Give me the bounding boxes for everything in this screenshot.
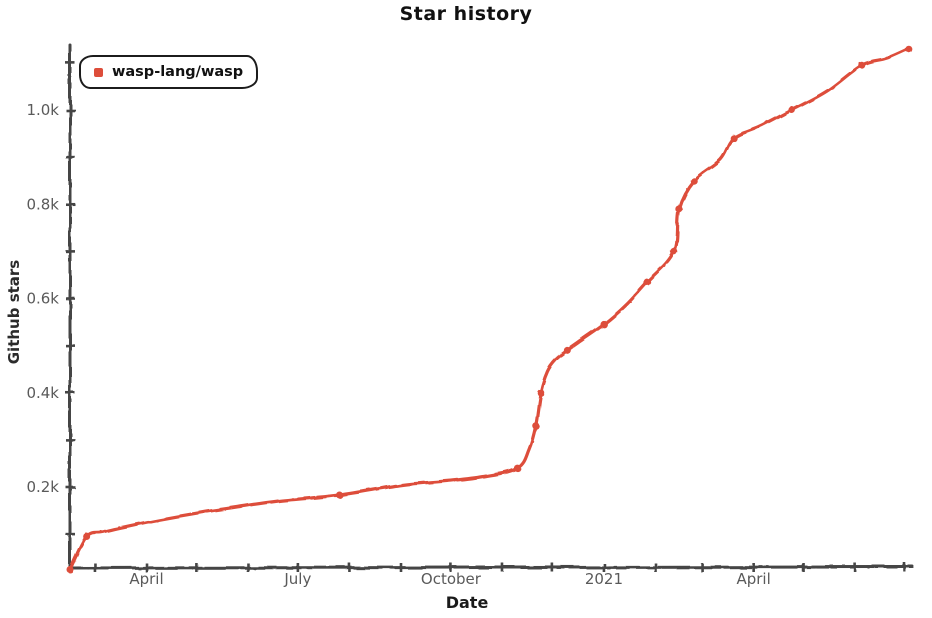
data-point xyxy=(788,106,796,114)
y-axis-title: Github stars xyxy=(5,259,23,365)
y-tick-label: 0.2k xyxy=(26,478,59,496)
tick-labels: 0.2k 0.4k 0.6k 0.8k 1.0k April July October 2021… xyxy=(26,101,770,588)
data-point xyxy=(675,205,683,213)
data-point xyxy=(537,389,545,397)
data-point xyxy=(600,320,608,328)
x-axis-line xyxy=(68,565,915,570)
series-marker-icon xyxy=(94,67,103,77)
x-axis-title: Date xyxy=(445,593,489,612)
legend-box: wasp-lang/wasp xyxy=(79,55,259,89)
chart-title: Star history xyxy=(399,3,533,25)
x-tick-label: April xyxy=(129,570,163,588)
series-line xyxy=(68,47,910,572)
x-tick-label: July xyxy=(283,570,311,588)
x-tick-label: April xyxy=(736,570,770,588)
x-tick-label: October xyxy=(421,570,482,588)
legend-series-label: wasp-lang/wasp xyxy=(112,64,244,80)
axes xyxy=(65,43,915,572)
x-tick-label: 2021 xyxy=(585,570,623,588)
data-point xyxy=(690,177,698,185)
data-series xyxy=(66,45,912,573)
y-tick-label: 1.0k xyxy=(26,101,59,119)
data-point xyxy=(670,247,678,255)
data-point xyxy=(335,491,343,499)
data-point xyxy=(904,45,912,53)
data-point xyxy=(643,278,651,286)
y-tick-label: 0.4k xyxy=(26,384,59,402)
data-point xyxy=(563,346,571,354)
data-point xyxy=(83,532,91,540)
data-point xyxy=(858,61,866,69)
y-tick-label: 0.6k xyxy=(26,290,59,308)
data-point xyxy=(513,464,521,472)
data-point xyxy=(730,134,738,142)
data-point xyxy=(532,422,540,430)
data-point xyxy=(66,565,74,573)
y-tick-label: 0.8k xyxy=(26,195,59,213)
